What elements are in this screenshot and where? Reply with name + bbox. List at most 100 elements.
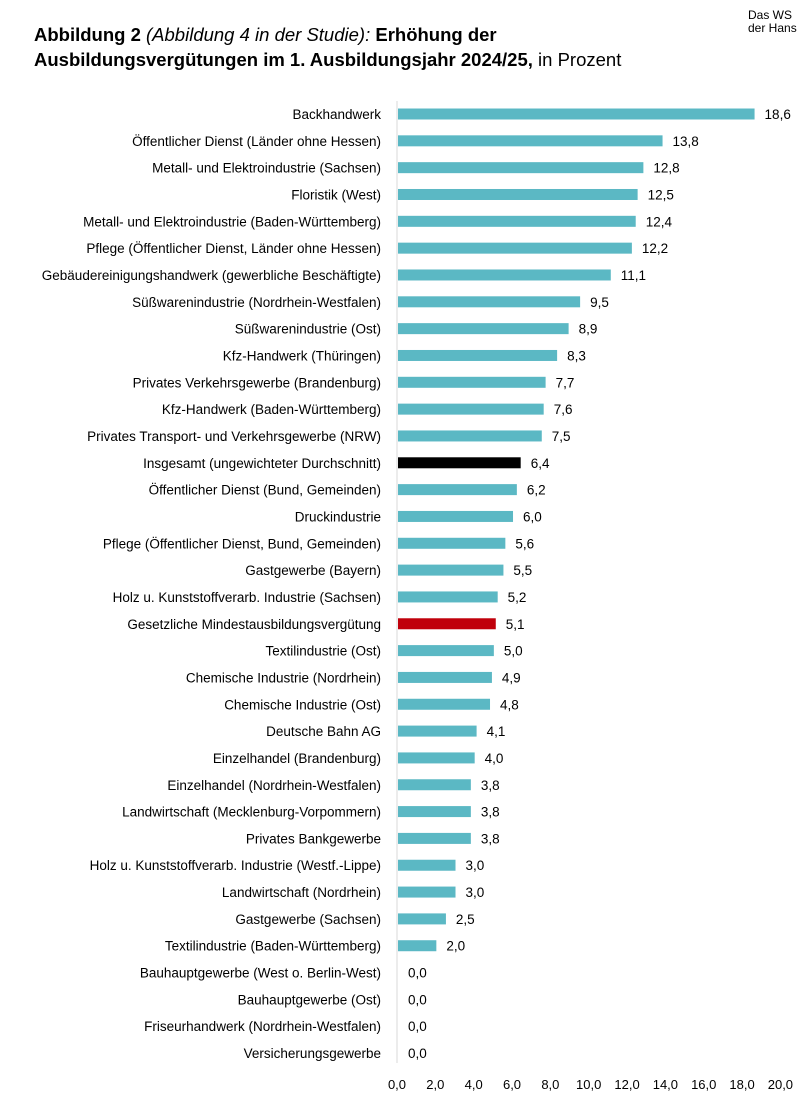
category-label: Druckindustrie [295,509,381,524]
value-label: 0,0 [408,1046,427,1061]
category-label: Einzelhandel (Nordrhein-Westfalen) [167,778,381,793]
category-label: Kfz-Handwerk (Thüringen) [223,348,381,363]
category-label: Gastgewerbe (Sachsen) [235,912,381,927]
value-label: 3,8 [481,805,500,820]
bar [398,430,542,442]
value-label: 7,7 [556,375,575,390]
category-label: Kfz-Handwerk (Baden-Württemberg) [162,402,381,417]
x-tick-label: 0,0 [388,1077,406,1092]
category-label: Öffentlicher Dienst (Bund, Gemeinden) [149,483,381,498]
title-figure-number: Abbildung 2 [34,24,141,45]
category-label: Textilindustrie (Ost) [265,644,381,659]
category-label: Einzelhandel (Brandenburg) [213,751,381,766]
bar [398,323,569,335]
bar [398,242,632,254]
bar [398,671,492,683]
category-label: Metall- und Elektroindustrie (Sachsen) [152,161,381,176]
value-label: 8,3 [567,348,586,363]
category-label: Gesetzliche Mindestausbildungsvergütung [127,617,381,632]
bar [398,269,611,281]
value-label: 0,0 [408,966,427,981]
value-label: 6,0 [523,509,542,524]
corner-source-text: Das WS der Hans [748,9,797,35]
x-tick-label: 18,0 [729,1077,754,1092]
category-label: Privates Transport- und Verkehrsgewerbe … [87,429,381,444]
category-label: Holz u. Kunststoffverarb. Industrie (Sac… [113,590,381,605]
value-label: 9,5 [590,295,609,310]
bar [398,940,437,952]
bar [398,645,494,657]
value-label: 3,0 [466,885,485,900]
category-label: Gastgewerbe (Bayern) [245,563,381,578]
value-label: 2,0 [446,939,465,954]
bar [398,349,558,361]
x-tick-label: 8,0 [541,1077,559,1092]
bar [398,537,506,549]
value-label: 2,5 [456,912,475,927]
bar [398,296,581,308]
chart-title: Abbildung 2 (Abbildung 4 in der Studie):… [34,22,724,72]
category-label: Pflege (Öffentlicher Dienst, Bund, Gemei… [103,536,381,551]
value-label: 5,2 [508,590,527,605]
x-tick-label: 4,0 [465,1077,483,1092]
value-label: 3,8 [481,831,500,846]
category-label: Pflege (Öffentlicher Dienst, Länder ohne… [86,241,381,256]
category-label: Privates Bankgewerbe [246,831,381,846]
value-label: 11,1 [621,268,646,283]
x-tick-label: 6,0 [503,1077,521,1092]
category-label: Bauhauptgewerbe (Ost) [238,992,381,1007]
value-label: 7,6 [554,402,573,417]
bar [398,913,446,925]
value-label: 3,0 [466,858,485,873]
category-label: Süßwarenindustrie (Nordrhein-Westfalen) [132,295,381,310]
value-label: 12,8 [653,161,679,176]
bar [398,403,544,415]
bar [398,591,498,603]
bar [398,376,546,388]
bar [398,779,471,791]
category-label: Landwirtschaft (Mecklenburg-Vorpommern) [122,805,381,820]
value-label: 4,8 [500,697,519,712]
value-label: 12,2 [642,241,668,256]
value-label: 0,0 [408,992,427,1007]
category-label: Öffentlicher Dienst (Länder ohne Hessen) [132,134,381,149]
category-label: Backhandwerk [292,107,381,122]
x-tick-label: 10,0 [576,1077,601,1092]
value-label: 6,2 [527,483,546,498]
bar [398,162,644,174]
bar [398,832,471,844]
bar [398,698,491,710]
bar [398,510,514,522]
value-label: 8,9 [579,322,598,337]
value-label: 6,4 [531,456,550,471]
value-label: 12,4 [646,214,673,229]
bar [398,188,638,200]
value-label: 12,5 [648,187,674,202]
value-label: 5,6 [515,536,534,551]
title-main: Erhöhung der Ausbildungsvergütungen im 1… [34,24,533,70]
corner-text-line-1: Das WS [748,8,793,22]
category-label: Chemische Industrie (Nordrhein) [186,670,381,685]
bar [398,752,475,764]
category-label: Bauhauptgewerbe (West o. Berlin-West) [140,966,381,981]
x-tick-label: 12,0 [614,1077,639,1092]
bar [398,806,471,818]
category-label: Gebäudereinigungshandwerk (gewerbliche B… [42,268,381,283]
value-label: 5,1 [506,617,525,632]
bar [398,457,521,469]
bar [398,215,636,227]
x-tick-label: 16,0 [691,1077,716,1092]
corner-text-line-2: der Hans [748,21,797,35]
value-label: 5,0 [504,644,523,659]
value-label: 4,9 [502,670,521,685]
value-label: 0,0 [408,1019,427,1034]
x-axis-ticks: 0,0 2,0 4,0 6,0 8,0 10,0 12,0 14,0 16,0 18,0 20,0 [388,1077,793,1092]
category-label: Deutsche Bahn AG [266,724,381,739]
value-label: 5,5 [513,563,532,578]
category-label: Textilindustrie (Baden-Württemberg) [165,939,381,954]
bar [398,108,755,120]
bar [398,859,456,871]
x-tick-label: 20,0 [768,1077,793,1092]
bar [398,618,496,630]
value-label: 13,8 [673,134,699,149]
